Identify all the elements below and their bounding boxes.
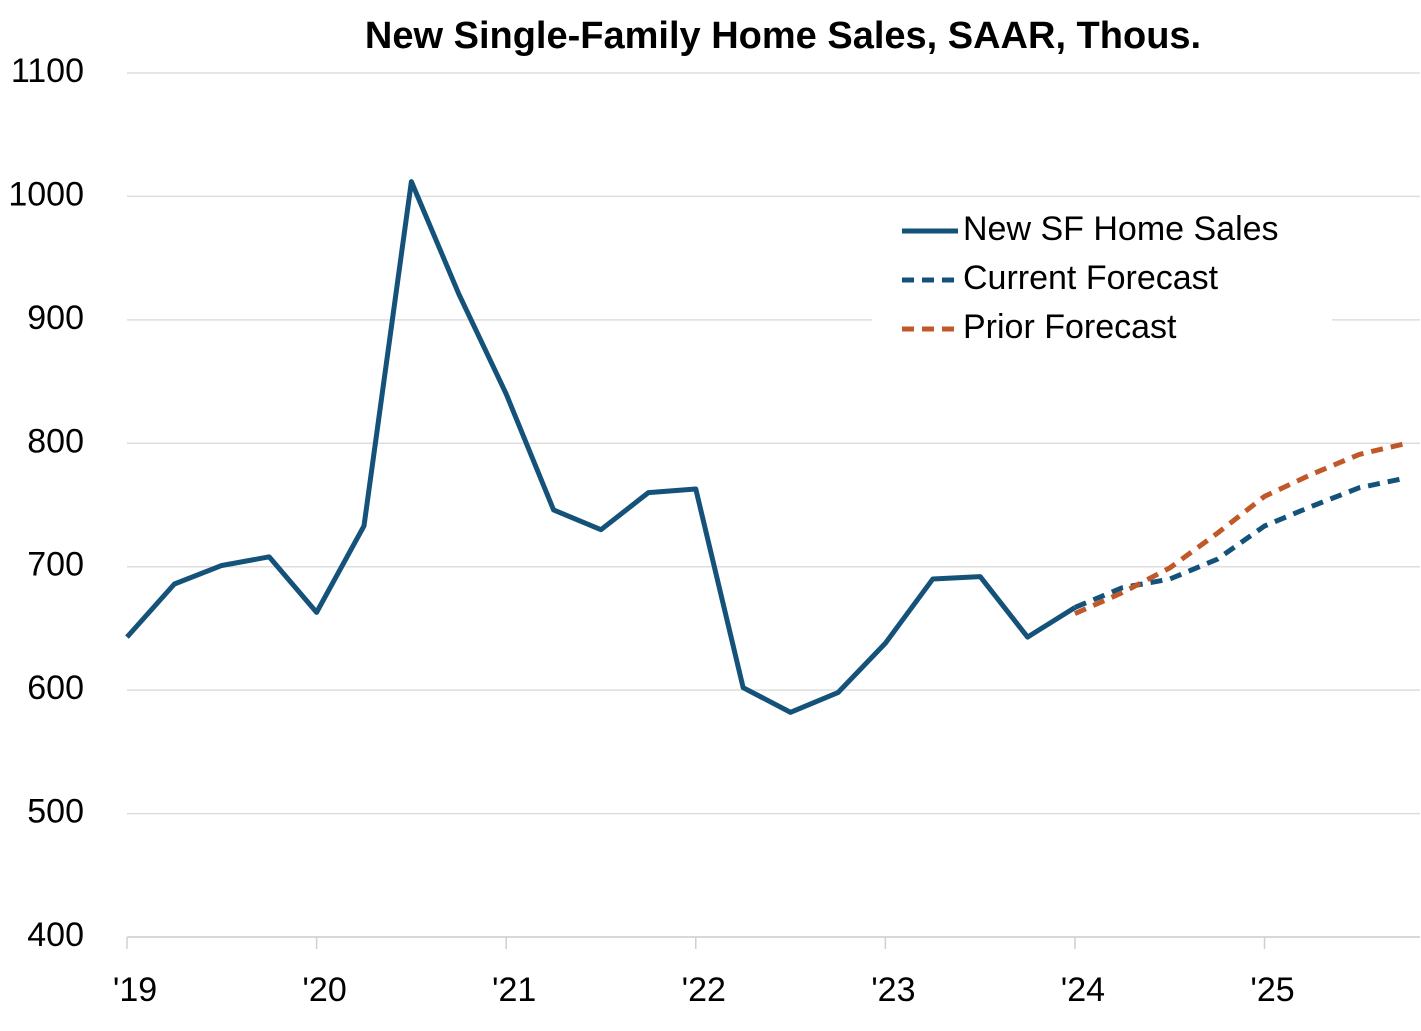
y-tick-label: 400 [27,916,84,954]
chart-title: New Single-Family Home Sales, SAAR, Thou… [365,15,1201,57]
series-line [125,179,1077,715]
y-tick-label: 500 [27,793,84,831]
y-tick-label: 900 [27,299,84,337]
x-tick-label: '25 [1250,971,1294,1009]
legend-label: Current Forecast [963,259,1219,297]
legend-label: New SF Home Sales [963,210,1279,248]
legend-label: Prior Forecast [963,308,1177,346]
series-line [1073,475,1408,610]
x-tick-label: '20 [302,971,346,1009]
y-tick-label: 600 [27,669,84,707]
x-tick-label: '21 [492,971,536,1009]
y-tick-label: 700 [27,546,84,584]
y-tick-label: 1000 [8,175,84,213]
y-tick-label: 800 [27,422,84,460]
x-tick-label: '19 [113,971,157,1009]
x-tick-label: '24 [1061,971,1105,1009]
y-tick-label: 1100 [11,52,84,90]
series-line [1073,440,1408,616]
x-tick-label: '22 [682,971,726,1009]
x-tick-label: '23 [871,971,915,1009]
